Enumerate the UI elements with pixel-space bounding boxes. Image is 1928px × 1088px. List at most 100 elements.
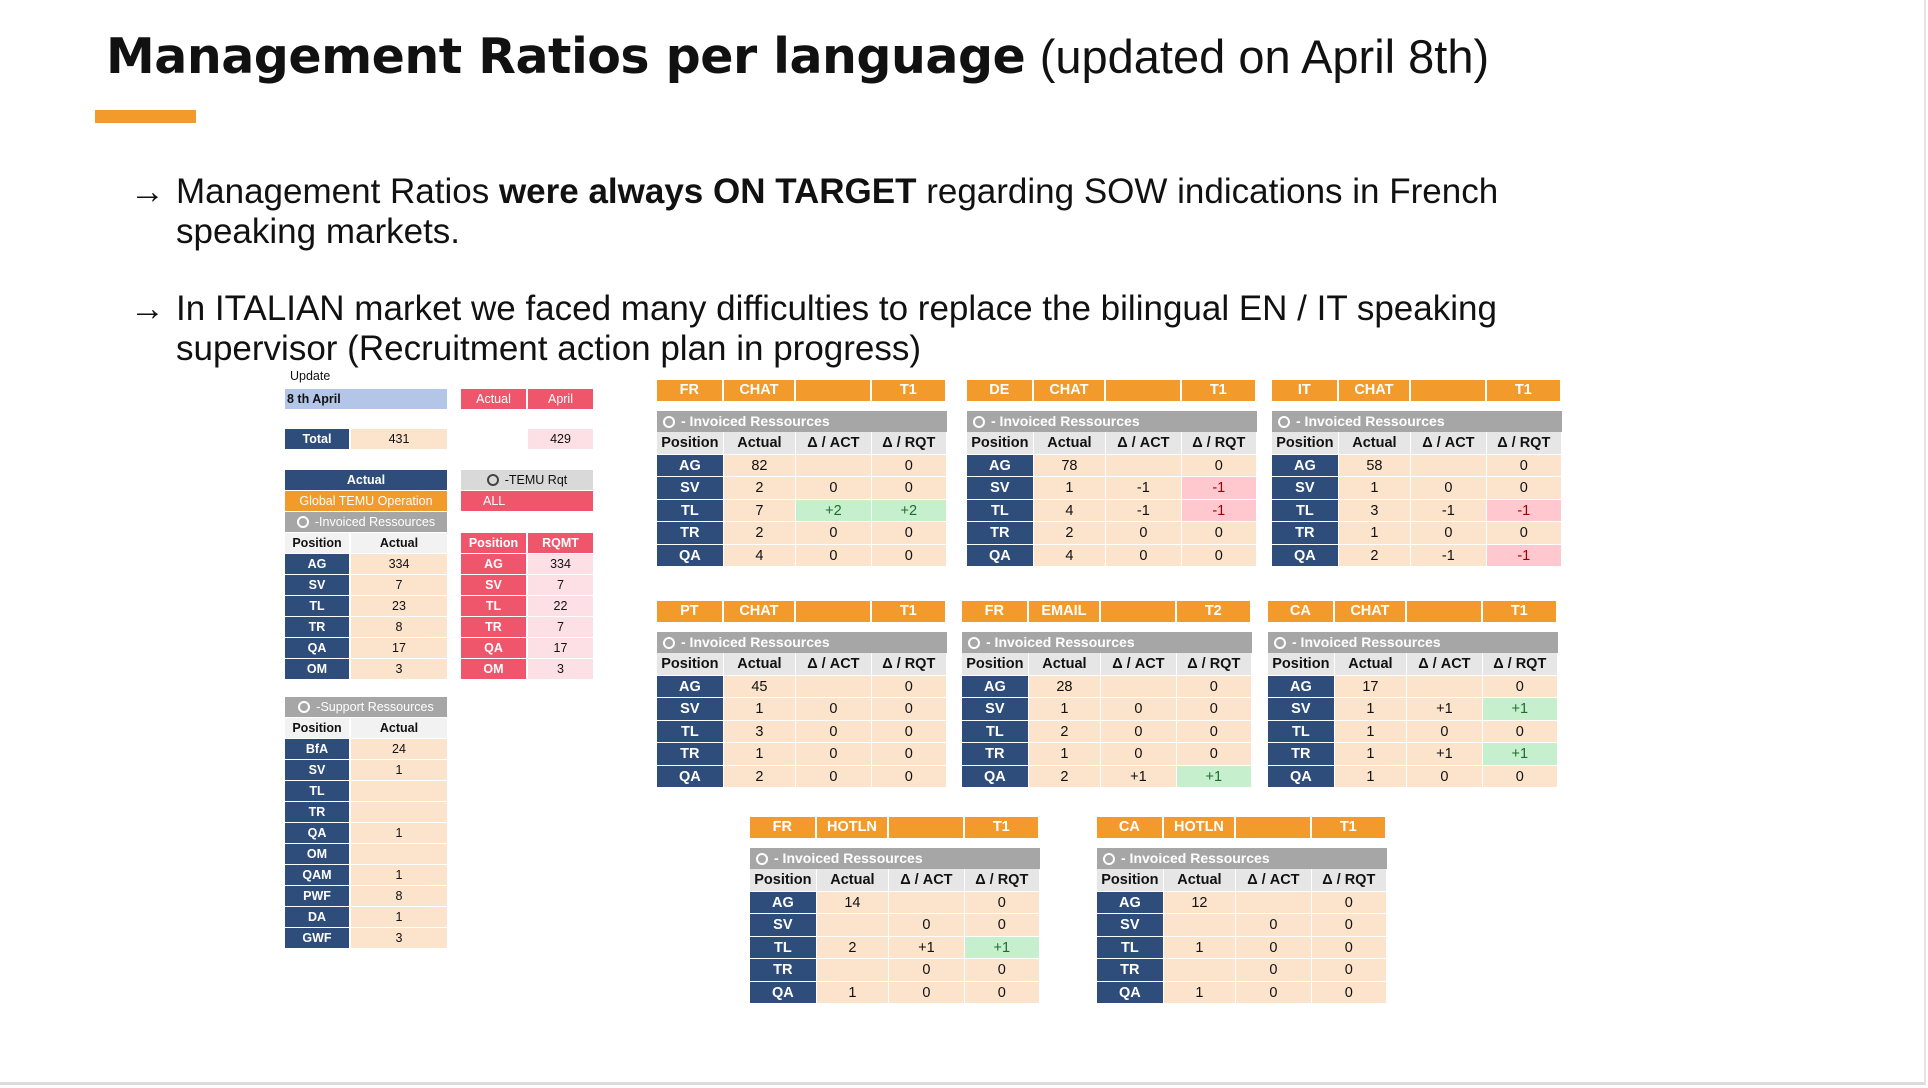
support-position: OM bbox=[285, 844, 349, 864]
row-value: 1 bbox=[1334, 698, 1408, 721]
table-header-bar: FR HOTLN T1 bbox=[750, 817, 1040, 838]
row-value: 4 bbox=[1033, 544, 1107, 567]
row-value: 0 bbox=[871, 522, 947, 545]
row-position: TL bbox=[657, 720, 724, 743]
row-position: TR bbox=[657, 743, 724, 766]
row-value bbox=[889, 891, 965, 914]
lang-code: CA bbox=[1097, 817, 1164, 838]
invoiced-text: - Invoiced Ressources bbox=[774, 850, 923, 866]
row-value: 0 bbox=[796, 720, 872, 743]
invoiced-label: - Invoiced Ressources bbox=[657, 411, 947, 432]
channel-name: CHAT bbox=[1335, 601, 1408, 622]
table-row: SV 1 0 0 bbox=[1272, 477, 1562, 500]
table-row: TL 2 +1 +1 bbox=[750, 936, 1040, 959]
row-position: QA bbox=[657, 544, 724, 567]
money-bag-icon bbox=[1274, 637, 1286, 649]
table-row: QA 1 0 0 bbox=[1097, 981, 1387, 1004]
summary-position: TR bbox=[285, 617, 349, 637]
summary-actual: 3 bbox=[351, 659, 447, 679]
row-value: -1 bbox=[1486, 499, 1562, 522]
summary-position: TL bbox=[285, 596, 349, 616]
table-row: TL 4 -1 -1 bbox=[967, 499, 1257, 522]
support-actual: 3 bbox=[351, 928, 447, 948]
row-value: +2 bbox=[796, 499, 872, 522]
channel-name: EMAIL bbox=[1029, 601, 1102, 622]
row-position: SV bbox=[657, 698, 724, 721]
global-temu-label: Global TEMU Operation bbox=[285, 491, 447, 511]
column-header: Δ / ACT bbox=[1106, 432, 1182, 455]
invoiced-text: - Invoiced Ressources bbox=[1121, 850, 1270, 866]
row-position: TR bbox=[1097, 959, 1164, 982]
row-position: QA bbox=[1097, 981, 1164, 1004]
table-row: SV 1 +1 +1 bbox=[1268, 698, 1558, 721]
support-position: TL bbox=[285, 781, 349, 801]
row-value: 0 bbox=[871, 454, 947, 477]
row-value: 0 bbox=[796, 477, 872, 500]
row-position: QA bbox=[1272, 544, 1339, 567]
row-value: 0 bbox=[871, 544, 947, 567]
support-actual-header: Actual bbox=[351, 718, 447, 738]
support-actual: 1 bbox=[351, 823, 447, 843]
row-value: 0 bbox=[889, 914, 965, 937]
row-value: 0 bbox=[1236, 936, 1312, 959]
bullet-1-post: regarding SOW indications in French spea… bbox=[176, 172, 1499, 251]
tier-label: T1 bbox=[1312, 817, 1387, 838]
temu-rqt-label: -TEMU Rqt bbox=[461, 470, 593, 490]
row-value: 0 bbox=[1101, 743, 1177, 766]
table-row: SV 2 0 0 bbox=[657, 477, 947, 500]
row-value: 2 bbox=[723, 522, 797, 545]
rqmt-header: RQMT bbox=[528, 533, 593, 553]
row-value: +1 bbox=[1407, 698, 1483, 721]
actual-header: Actual bbox=[461, 389, 526, 409]
row-value: 2 bbox=[723, 765, 797, 788]
title-sub: (updated on April 8th) bbox=[1039, 30, 1490, 83]
table-row: TL 7 +2 +2 bbox=[657, 499, 947, 522]
row-value: 0 bbox=[889, 981, 965, 1004]
row-value: +1 bbox=[1482, 698, 1558, 721]
column-header: Actual bbox=[723, 432, 797, 455]
column-header: Actual bbox=[816, 869, 890, 892]
table-row: SV 1 0 0 bbox=[962, 698, 1252, 721]
row-value: 0 bbox=[871, 698, 947, 721]
row-value: +1 bbox=[1407, 743, 1483, 766]
rqmt-value: 7 bbox=[528, 575, 593, 595]
invoiced-label: - Invoiced Ressources bbox=[657, 632, 947, 653]
column-header: Δ / ACT bbox=[796, 432, 872, 455]
channel-name: CHAT bbox=[1339, 380, 1412, 401]
row-value: 1 bbox=[816, 981, 890, 1004]
row-value: 0 bbox=[1311, 981, 1387, 1004]
row-position: TL bbox=[750, 936, 817, 959]
column-header: Δ / ACT bbox=[796, 653, 872, 676]
column-header: Actual bbox=[1163, 869, 1237, 892]
invoiced-text: - Invoiced Ressources bbox=[1292, 634, 1441, 650]
row-value: 0 bbox=[1236, 914, 1312, 937]
row-value: 82 bbox=[723, 454, 797, 477]
row-position: TL bbox=[962, 720, 1029, 743]
rqmt-position-header: Position bbox=[461, 533, 526, 553]
bar-spacer bbox=[889, 817, 965, 838]
table-row: QA 4 0 0 bbox=[657, 544, 947, 567]
row-value: 4 bbox=[723, 544, 797, 567]
row-value: 0 bbox=[1236, 959, 1312, 982]
language-table: FR EMAIL T2 - Invoiced Ressources Position Ac… bbox=[962, 601, 1252, 788]
support-actual: 1 bbox=[351, 760, 447, 780]
row-value: 1 bbox=[723, 743, 797, 766]
rqmt-position: SV bbox=[461, 575, 526, 595]
support-actual: 1 bbox=[351, 907, 447, 927]
row-position: QA bbox=[967, 544, 1034, 567]
money-bag-icon bbox=[756, 853, 768, 865]
bullet-2-text: In ITALIAN market we faced many difficul… bbox=[176, 289, 1497, 368]
row-value: 4 bbox=[1033, 499, 1107, 522]
column-header: Position bbox=[1272, 432, 1339, 455]
row-value: 0 bbox=[1411, 522, 1487, 545]
invoiced-label: - Invoiced Ressources bbox=[1268, 632, 1558, 653]
row-value: 2 bbox=[1028, 720, 1102, 743]
table-column-headers: Position Actual Δ / ACT Δ / RQT bbox=[967, 432, 1257, 455]
lang-code: PT bbox=[657, 601, 724, 622]
row-value bbox=[1407, 675, 1483, 698]
row-value bbox=[816, 914, 890, 937]
page-title: Management Ratios per language (updated … bbox=[106, 26, 1489, 86]
table-row: AG 14 0 bbox=[750, 891, 1040, 914]
lang-code: CA bbox=[1268, 601, 1335, 622]
row-value: 28 bbox=[1028, 675, 1102, 698]
